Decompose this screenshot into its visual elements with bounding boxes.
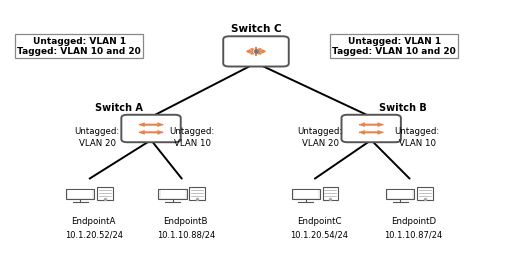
Bar: [69, 190, 92, 198]
Text: Switch B: Switch B: [379, 103, 427, 113]
Bar: [292, 189, 319, 199]
Text: 10.1.10.87/24: 10.1.10.87/24: [385, 230, 443, 239]
Bar: [160, 190, 184, 198]
Bar: [417, 187, 433, 200]
Text: Untagged: VLAN 1
Tagged: VLAN 10 and 20: Untagged: VLAN 1 Tagged: VLAN 10 and 20: [332, 36, 456, 56]
Bar: [97, 187, 113, 200]
Text: Untagged:
VLAN 10: Untagged: VLAN 10: [169, 127, 215, 148]
FancyBboxPatch shape: [342, 115, 401, 142]
Bar: [158, 189, 186, 199]
Bar: [387, 189, 415, 199]
Bar: [189, 187, 205, 200]
Text: EndpointD: EndpointD: [391, 217, 436, 226]
Bar: [389, 190, 413, 198]
Text: 10.1.10.88/24: 10.1.10.88/24: [157, 230, 215, 239]
Text: Switch C: Switch C: [231, 24, 281, 34]
Text: Untagged: VLAN 1
Tagged: VLAN 10 and 20: Untagged: VLAN 1 Tagged: VLAN 10 and 20: [17, 36, 141, 56]
Text: 10.1.20.54/24: 10.1.20.54/24: [290, 230, 348, 239]
Text: Untagged:
VLAN 10: Untagged: VLAN 10: [395, 127, 440, 148]
Bar: [294, 190, 317, 198]
Text: EndpointC: EndpointC: [297, 217, 341, 226]
Text: Untagged:
VLAN 20: Untagged: VLAN 20: [297, 127, 343, 148]
Bar: [323, 187, 338, 200]
FancyBboxPatch shape: [223, 36, 289, 67]
Text: Switch A: Switch A: [95, 103, 143, 113]
Text: Untagged:
VLAN 20: Untagged: VLAN 20: [75, 127, 120, 148]
Text: EndpointA: EndpointA: [72, 217, 116, 226]
Text: EndpointB: EndpointB: [164, 217, 208, 226]
FancyBboxPatch shape: [121, 115, 181, 142]
Text: 10.1.20.52/24: 10.1.20.52/24: [65, 230, 123, 239]
Bar: [67, 189, 94, 199]
